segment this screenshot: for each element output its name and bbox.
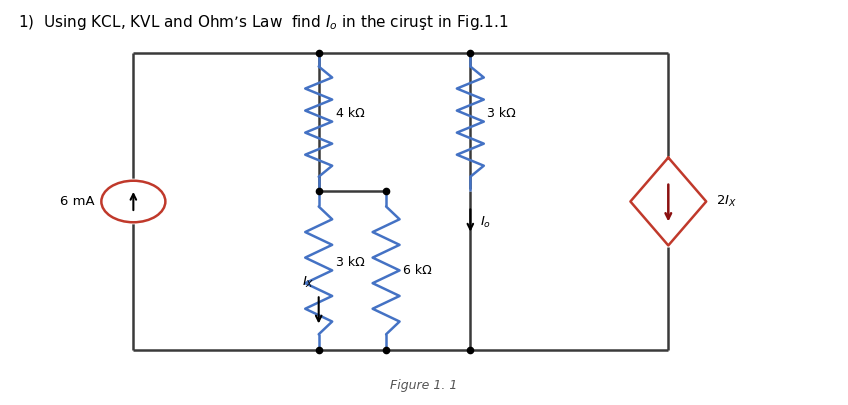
Text: 6 kΩ: 6 kΩ [403, 264, 432, 277]
Text: 3 kΩ: 3 kΩ [336, 256, 365, 269]
Polygon shape [630, 158, 706, 245]
Ellipse shape [102, 181, 165, 222]
Text: 1)  Using KCL, KVL and Ohm’s Law  find $I_o$ in the ciruşt in Fig.1.1: 1) Using KCL, KVL and Ohm’s Law find $I_… [18, 13, 508, 32]
Text: $I_X$: $I_X$ [302, 275, 315, 290]
Text: $2I_X$: $2I_X$ [717, 194, 737, 209]
Text: 6 mA: 6 mA [60, 195, 95, 208]
Text: Figure 1. 1: Figure 1. 1 [390, 379, 458, 392]
Text: 3 kΩ: 3 kΩ [488, 107, 516, 120]
Ellipse shape [102, 181, 165, 222]
Text: $I_o$: $I_o$ [481, 215, 492, 230]
Text: 4 kΩ: 4 kΩ [336, 107, 365, 120]
